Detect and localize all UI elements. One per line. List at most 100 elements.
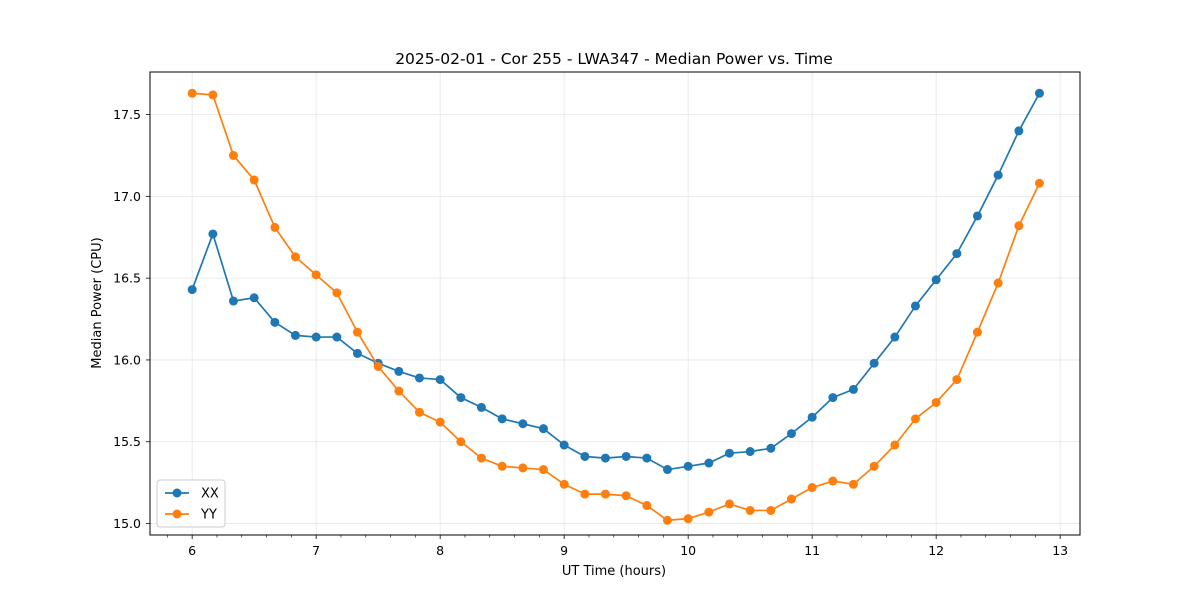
data-point-xx <box>972 211 982 221</box>
data-point-yy <box>724 499 734 509</box>
data-point-yy <box>270 222 280 232</box>
y-tick-label: 17.5 <box>113 107 141 122</box>
data-point-yy <box>497 461 507 471</box>
legend-marker-xx <box>172 488 182 498</box>
data-point-xx <box>394 366 404 376</box>
data-point-xx <box>414 373 424 383</box>
data-point-yy <box>311 270 321 280</box>
legend-label-yy: YY <box>200 508 217 523</box>
data-point-yy <box>456 437 466 447</box>
data-point-xx <box>931 275 941 285</box>
x-axis: 6 7 8 9 10 11 12 13 <box>167 535 1068 558</box>
data-point-yy <box>890 440 900 450</box>
data-point-yy <box>249 175 259 185</box>
data-point-xx <box>187 285 197 295</box>
data-point-xx <box>993 170 1003 180</box>
data-point-xx <box>1034 88 1044 98</box>
y-tick-label: 16.0 <box>113 352 141 367</box>
data-point-xx <box>538 424 548 434</box>
x-tick-label: 8 <box>436 543 444 558</box>
y-tick-label: 16.5 <box>113 271 141 286</box>
data-point-yy <box>745 505 755 515</box>
data-point-xx <box>476 402 486 412</box>
data-point-yy <box>1014 221 1024 231</box>
data-point-yy <box>476 453 486 463</box>
data-point-yy <box>786 494 796 504</box>
series-xx <box>187 88 1044 475</box>
data-point-yy <box>559 479 569 489</box>
data-point-yy <box>704 507 714 517</box>
data-point-yy <box>972 327 982 337</box>
data-point-yy <box>1034 178 1044 188</box>
data-point-xx <box>807 412 817 422</box>
data-point-xx <box>745 447 755 457</box>
data-point-yy <box>600 489 610 499</box>
data-point-yy <box>394 386 404 396</box>
series-layer <box>187 88 1044 525</box>
data-point-xx <box>559 440 569 450</box>
data-point-yy <box>662 515 672 525</box>
data-point-xx <box>910 301 920 311</box>
legend: XX YY <box>156 479 226 528</box>
y-tick-label: 15.0 <box>113 516 141 531</box>
data-point-xx <box>270 317 280 327</box>
data-point-xx <box>621 451 631 461</box>
series-yy <box>187 88 1044 525</box>
data-point-xx <box>600 453 610 463</box>
data-point-yy <box>352 327 362 337</box>
y-axis-title: Median Power (CPU) <box>90 237 105 368</box>
data-point-yy <box>580 489 590 499</box>
data-point-xx <box>290 330 300 340</box>
x-tick-label: 12 <box>928 543 944 558</box>
chart-title: 2025-02-01 - Cor 255 - LWA347 - Median P… <box>395 50 833 68</box>
legend-marker-yy <box>172 509 182 519</box>
data-point-xx <box>208 229 218 239</box>
data-point-yy <box>683 514 693 524</box>
x-tick-label: 9 <box>560 543 568 558</box>
data-point-yy <box>869 461 879 471</box>
x-tick-label: 11 <box>804 543 820 558</box>
data-point-xx <box>456 393 466 403</box>
data-point-yy <box>993 278 1003 288</box>
grid <box>150 72 1080 535</box>
data-point-xx <box>352 348 362 358</box>
x-tick-label: 10 <box>680 543 696 558</box>
data-point-yy <box>414 407 424 417</box>
data-point-xx <box>1014 126 1024 136</box>
legend-label-xx: XX <box>201 487 219 502</box>
data-point-yy <box>538 465 548 475</box>
data-point-yy <box>187 88 197 98</box>
data-point-xx <box>435 375 445 385</box>
data-point-yy <box>208 90 218 100</box>
data-point-xx <box>249 293 259 303</box>
data-point-xx <box>952 249 962 259</box>
data-point-xx <box>828 393 838 403</box>
data-point-xx <box>228 296 238 306</box>
data-point-yy <box>807 483 817 493</box>
data-point-yy <box>848 479 858 489</box>
data-point-xx <box>332 332 342 342</box>
data-point-yy <box>332 288 342 298</box>
data-point-xx <box>890 332 900 342</box>
data-point-yy <box>435 417 445 427</box>
y-axis: 15.0 15.5 16.0 16.5 17.0 17.5 <box>113 107 150 531</box>
data-point-xx <box>662 465 672 475</box>
y-tick-label: 15.5 <box>113 434 141 449</box>
data-point-xx <box>642 453 652 463</box>
data-point-xx <box>311 332 321 342</box>
x-tick-label: 6 <box>188 543 196 558</box>
data-point-yy <box>290 252 300 262</box>
data-point-xx <box>786 429 796 439</box>
plot-frame <box>149 71 1081 536</box>
data-point-yy <box>642 501 652 511</box>
x-tick-label: 7 <box>312 543 320 558</box>
series-line-yy <box>192 92 1041 522</box>
data-point-xx <box>580 451 590 461</box>
data-point-yy <box>373 361 383 371</box>
data-point-yy <box>931 397 941 407</box>
data-point-xx <box>724 448 734 458</box>
data-point-yy <box>952 375 962 385</box>
data-point-xx <box>518 419 528 429</box>
data-point-xx <box>869 358 879 368</box>
